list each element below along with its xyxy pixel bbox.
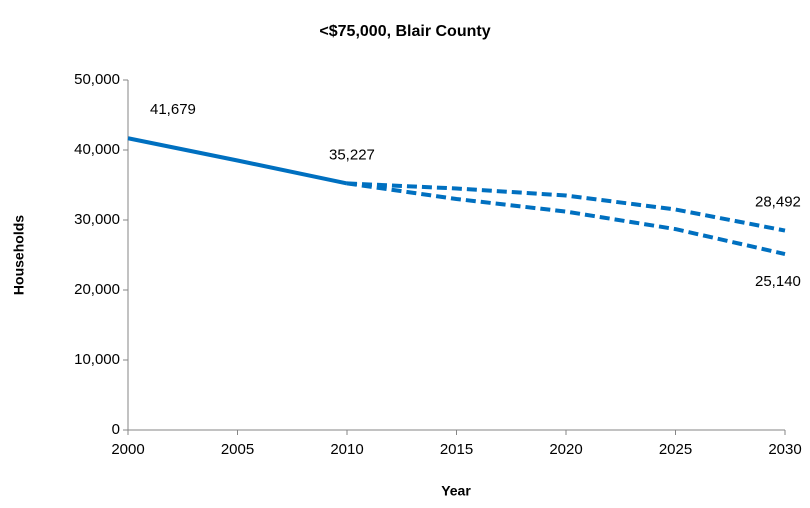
x-axis-title: Year xyxy=(441,483,471,499)
data-label: 41,679 xyxy=(150,101,196,118)
data-label: 28,492 xyxy=(755,194,801,211)
line xyxy=(346,181,786,233)
x-tick-label: 2025 xyxy=(659,441,692,458)
y-tick-label: 40,000 xyxy=(74,141,120,158)
x-tick-label: 2005 xyxy=(221,441,254,458)
data-label: 25,140 xyxy=(755,273,801,290)
y-axis-title: Households xyxy=(11,215,27,295)
chart-title: <$75,000, Blair County xyxy=(319,23,490,40)
y-tick-label: 10,000 xyxy=(74,351,120,368)
line xyxy=(127,136,348,186)
data-label: 35,227 xyxy=(329,146,375,163)
x-tick-label: 2030 xyxy=(768,441,801,458)
x-tick-label: 2015 xyxy=(440,441,473,458)
x-tick-label: 2020 xyxy=(549,441,582,458)
y-tick-label: 50,000 xyxy=(74,71,120,88)
line xyxy=(346,181,786,256)
x-tick-label: 2010 xyxy=(330,441,363,458)
y-tick-label: 30,000 xyxy=(74,211,120,228)
y-tick-label: 20,000 xyxy=(74,281,120,298)
y-tick-label: 0 xyxy=(112,421,120,438)
x-tick-label: 2000 xyxy=(111,441,144,458)
